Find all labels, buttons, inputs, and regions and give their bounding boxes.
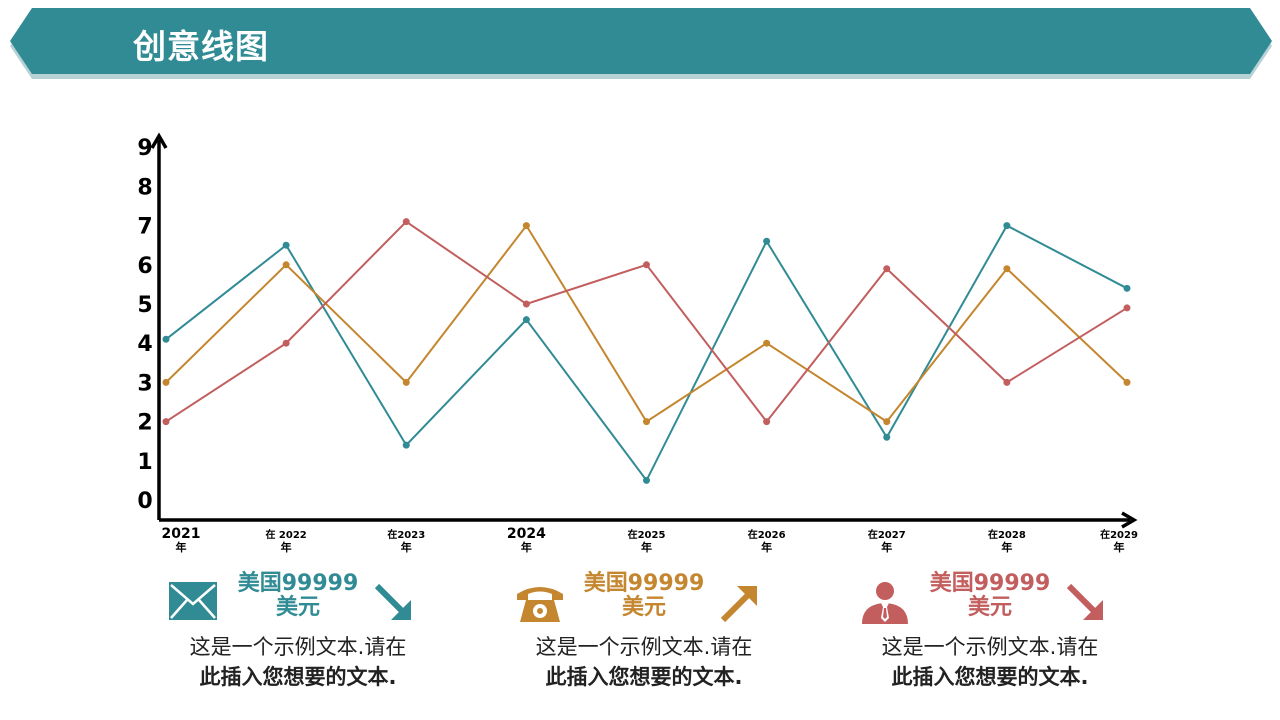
data-point [643, 418, 650, 426]
data-point [282, 261, 290, 269]
data-point [162, 418, 170, 426]
x-tick-label: 在2025 [628, 528, 666, 541]
data-point [402, 378, 410, 386]
x-tick-label-suffix: 年 [881, 540, 892, 554]
telephone-icon [517, 587, 563, 622]
header-banner [10, 8, 1272, 79]
y-tick-labels: 0 1 2 3 4 5 6 7 8 9 [137, 136, 152, 514]
data-point [1123, 284, 1131, 292]
x-tick-label-suffix: 年 [1001, 540, 1012, 554]
data-point [1123, 378, 1131, 386]
x-tick-label-suffix: 年 [761, 540, 772, 554]
series-line-3 [165, 220, 1128, 424]
y-tick-label: 6 [137, 254, 152, 279]
x-axis-arrowhead [1121, 511, 1138, 529]
data-point [402, 441, 410, 449]
x-tick-label-suffix: 年 [176, 540, 187, 554]
data-point [1123, 304, 1131, 312]
data-point [522, 222, 530, 230]
y-tick-label: 9 [137, 136, 152, 161]
y-tick-label: 0 [137, 489, 152, 514]
data-point [522, 300, 530, 308]
x-tick-label-suffix: 年 [521, 540, 532, 554]
legend-value: 美国99999 美元 [929, 571, 1051, 620]
x-tick-label-suffix: 年 [1114, 540, 1125, 554]
x-tick-label: 在2027 [868, 528, 906, 541]
data-point [883, 418, 891, 426]
legend-description: 这是一个示例文本.请在 此插入您想要的文本. [535, 635, 753, 689]
x-tick-label-suffix: 年 [401, 540, 412, 554]
series-group [162, 218, 1131, 484]
y-tick-label: 2 [137, 411, 152, 436]
x-tick-label: 2021 [162, 526, 201, 542]
arrow-up-right-icon [720, 586, 757, 623]
y-tick-label: 8 [137, 175, 152, 200]
data-point [282, 241, 290, 249]
x-tick-label: 在2023 [387, 528, 425, 541]
chart-axes [150, 132, 1138, 529]
y-axis-arrowhead [150, 132, 168, 149]
data-point [763, 418, 771, 426]
x-tick-label-suffix: 年 [281, 540, 292, 554]
legend-block-3: 美国99999 美元 这是一个示例文本.请在 此插入您想要的文本. [860, 568, 1160, 698]
x-tick-label: 在 2022 [265, 528, 306, 541]
envelope-icon [169, 582, 217, 620]
arrow-down-right-icon [1066, 583, 1103, 620]
person-icon [862, 582, 908, 624]
x-tick-label: 在2028 [988, 528, 1026, 541]
series-line-2 [165, 223, 1128, 423]
data-point [643, 261, 650, 269]
legend-block-2: 美国99999 美元 这是一个示例文本.请在 此插入您想要的文本. [514, 568, 814, 698]
legend-description: 这是一个示例文本.请在 此插入您想要的文本. [881, 635, 1099, 689]
page-title: 创意线图 [133, 27, 269, 66]
y-tick-label: 5 [137, 293, 152, 318]
data-point [1003, 265, 1011, 273]
data-point [1003, 378, 1011, 386]
data-point [763, 339, 771, 347]
data-point [522, 316, 530, 324]
data-point [1003, 222, 1011, 230]
x-tick-label: 2024 [507, 526, 546, 542]
legend-description: 这是一个示例文本.请在 此插入您想要的文本. [189, 635, 407, 689]
data-point [162, 335, 170, 343]
legend-block-1: 美国99999 美元 这是一个示例文本.请在 此插入您想要的文本. [168, 568, 468, 698]
x-tick-label: 在2029 [1100, 528, 1138, 541]
y-tick-label: 4 [137, 332, 152, 357]
legend-value: 美国99999 美元 [583, 571, 705, 620]
data-point [643, 476, 650, 484]
data-point [402, 218, 410, 226]
y-tick-label: 3 [137, 371, 152, 396]
y-tick-label: 7 [137, 215, 152, 240]
data-point [282, 339, 290, 347]
x-tick-label: 在2026 [748, 528, 786, 541]
arrow-down-right-icon [374, 583, 411, 620]
x-tick-label-suffix: 年 [641, 540, 652, 554]
y-tick-label: 1 [137, 450, 152, 475]
data-point [763, 237, 771, 245]
data-point [883, 433, 891, 441]
legend-value: 美国99999 美元 [237, 571, 359, 620]
data-point [162, 378, 170, 386]
data-point [883, 265, 891, 273]
